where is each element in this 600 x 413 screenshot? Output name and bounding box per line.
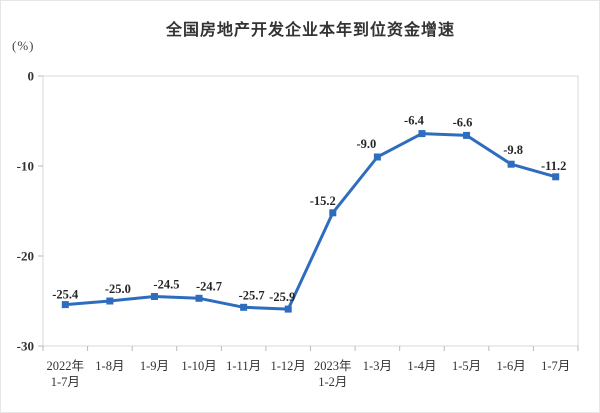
data-point-label: -24.5	[153, 278, 179, 292]
y-axis-unit-label: (%)	[12, 38, 35, 53]
data-point-label: -25.7	[239, 288, 265, 302]
data-point-label: -15.2	[310, 194, 336, 208]
chart-title: 全国房地产开发企业本年到位资金增速	[165, 22, 455, 39]
data-point-label: -25.4	[52, 288, 79, 302]
x-axis-label: 1-12月	[270, 359, 305, 373]
data-point-marker	[552, 173, 560, 181]
data-point-marker	[150, 293, 158, 300]
x-axis-label: 1-7月	[541, 359, 570, 373]
x-axis-label: 1-9月	[140, 359, 169, 373]
x-axis-label: 2023年 1-2月	[314, 359, 352, 389]
data-point-label: -25.0	[105, 282, 131, 296]
data-point-label: -11.2	[541, 159, 566, 173]
data-point-label: -6.4	[404, 114, 425, 128]
plot-border	[42, 75, 579, 347]
y-axis-tick-label: -20	[17, 249, 34, 264]
data-point-marker	[329, 209, 337, 217]
x-axis-label: 1-5月	[452, 359, 481, 373]
data-point-marker	[463, 131, 471, 139]
data-point-marker	[61, 301, 69, 309]
x-axis-label: 1-6月	[497, 359, 526, 373]
data-point-label: -6.6	[453, 115, 473, 129]
x-axis-label: 1-10月	[181, 359, 216, 373]
data-point-label: -9.8	[503, 143, 523, 157]
data-point-label: -25.9	[269, 290, 295, 304]
data-point-marker	[284, 305, 292, 313]
data-point-marker	[418, 130, 426, 138]
data-point-marker	[106, 297, 114, 305]
x-axis-label: 1-8月	[95, 359, 124, 373]
y-axis-tick-label: -30	[17, 339, 34, 354]
y-axis-tick-label: 0	[28, 69, 35, 84]
x-axis-label: 2022年 1-7月	[47, 359, 85, 389]
data-point-marker	[507, 160, 515, 168]
y-axis-tick-label: -10	[17, 159, 34, 174]
data-point-marker	[373, 153, 381, 161]
data-point-label: -24.7	[196, 279, 222, 293]
data-point-label: -9.0	[356, 137, 376, 151]
x-axis-label: 1-11月	[226, 359, 261, 373]
data-point-marker	[195, 294, 203, 302]
x-axis-label: 1-3月	[363, 359, 392, 373]
data-point-marker	[240, 303, 248, 311]
x-axis-label: 1-4月	[407, 359, 436, 373]
trend-line	[63, 132, 558, 311]
